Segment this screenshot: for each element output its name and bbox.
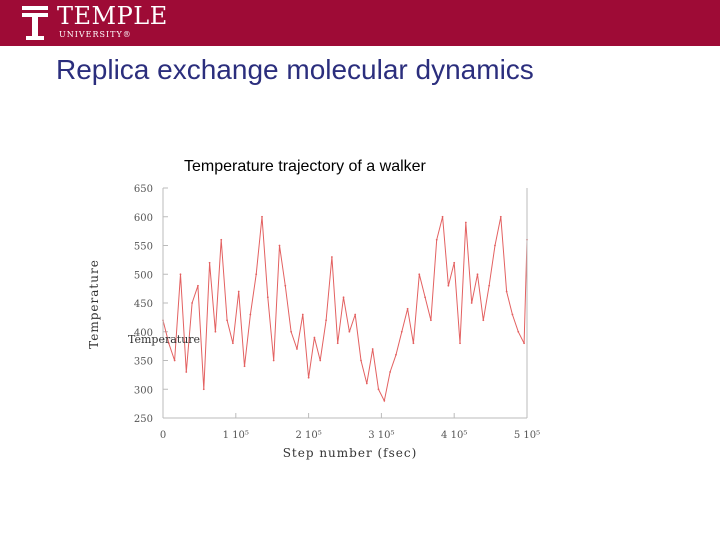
temperature-point (220, 238, 223, 241)
temperature-point (464, 221, 467, 224)
temperature-point (447, 284, 450, 287)
temperature-point (418, 273, 421, 276)
temperature-point (400, 330, 403, 333)
temperature-point (336, 342, 339, 345)
temperature-point (173, 359, 176, 362)
temperature-point (237, 290, 240, 293)
y-tick-label: 650 (134, 184, 153, 195)
temperature-point (255, 273, 258, 276)
x-tick-label: 3 10⁵ (368, 430, 394, 441)
x-tick-label: 0 (160, 430, 166, 441)
temperature-point (412, 342, 415, 345)
temperature-point (354, 313, 357, 316)
chart-title: Temperature trajectory of a walker (184, 158, 426, 175)
temperature-point (296, 348, 298, 350)
temperature-point (307, 376, 310, 379)
temperature-point (406, 307, 409, 310)
temperature-point (459, 342, 461, 345)
temperature-point (505, 290, 508, 293)
y-tick-label: 300 (134, 385, 153, 396)
x-tick-label: 5 10⁵ (514, 430, 540, 441)
temperature-series-line (162, 216, 528, 403)
logo-subtitle: UNIVERSITY® (59, 30, 132, 39)
temperature-point (319, 359, 322, 362)
temperature-point (231, 342, 234, 345)
y-tick-label: 350 (134, 357, 153, 368)
temperature-point (348, 330, 351, 333)
temperature-point (441, 215, 444, 218)
temperature-point (167, 342, 170, 345)
temperature-point (197, 284, 199, 287)
temperature-point (313, 336, 316, 339)
temperature-point (476, 273, 479, 276)
temperature-point (453, 261, 456, 264)
temperature-point (214, 330, 217, 333)
header-banner: TEMPLE UNIVERSITY® (0, 0, 720, 46)
temperature-point (482, 319, 485, 322)
temperature-point (342, 296, 345, 299)
y-tick-label: 500 (134, 270, 153, 281)
temperature-point (226, 319, 228, 322)
temperature-point (365, 382, 368, 385)
y-axis-label: Temperature (87, 259, 101, 349)
temperature-point (395, 353, 397, 356)
temperature-point (494, 244, 496, 247)
temperature-point (488, 284, 491, 287)
temperature-point (290, 330, 293, 333)
temperature-point (470, 302, 473, 304)
temperature-point (330, 256, 333, 258)
series-layer (162, 215, 528, 403)
temperature-point (389, 371, 392, 373)
temperature-point (435, 238, 438, 241)
temperature-point (272, 359, 275, 362)
temperature-point (266, 296, 269, 299)
x-tick-label: 1 10⁵ (223, 430, 249, 441)
temperature-point (424, 296, 426, 299)
logo-wordmark: TEMPLE (57, 2, 168, 30)
temperature-point (179, 273, 182, 276)
tick-labels: 250 300 350 400 450 500 550 600 650 0 1 10⁵ 2 10⁵ 3 … (134, 184, 540, 441)
temperature-point (511, 313, 514, 316)
temperature-point (191, 302, 194, 304)
y-tick-label: 550 (134, 242, 153, 253)
slide-title: Replica exchange molecular dynamics (56, 54, 534, 85)
y-tick-label: 400 (134, 328, 153, 339)
temple-t-logo-icon (22, 6, 48, 40)
temperature-point (383, 399, 386, 402)
temperature-point (249, 313, 252, 316)
temperature-point (360, 359, 362, 362)
temperature-point (202, 388, 205, 391)
temperature-point (371, 348, 374, 350)
temperature-point (325, 319, 327, 322)
temperature-point (430, 319, 432, 322)
y-tick-label: 600 (134, 213, 153, 224)
temperature-point (208, 261, 211, 264)
temperature-point (517, 330, 520, 333)
x-tick-label: 4 10⁵ (441, 430, 467, 441)
temperature-point (185, 371, 188, 373)
temperature-point (301, 313, 304, 316)
y-tick-label: 250 (134, 414, 153, 425)
temperature-point (499, 215, 502, 218)
y-tick-label: 450 (134, 299, 153, 310)
temperature-point (243, 365, 246, 368)
temperature-point (377, 388, 380, 391)
x-tick-label: 2 10⁵ (295, 430, 321, 441)
x-axis-label: Step number (fsec) (283, 446, 418, 460)
temperature-chart: 250 300 350 400 450 500 550 600 650 0 1 10⁵ 2 10⁵ 3 … (87, 184, 540, 460)
temperature-point (278, 244, 281, 247)
temperature-point (284, 284, 287, 287)
temperature-point (261, 215, 263, 218)
overlay-label: Temperature (128, 333, 200, 346)
temperature-point (523, 342, 525, 345)
